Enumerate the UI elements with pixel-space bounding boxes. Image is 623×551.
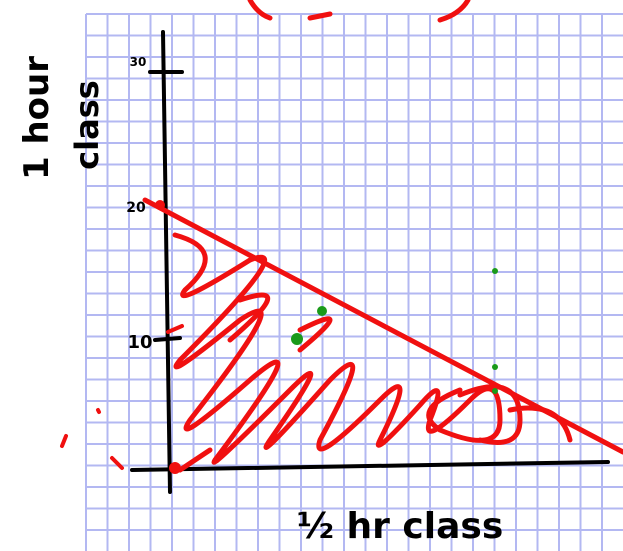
- tick-label: 20: [126, 200, 146, 216]
- origin-dot: [169, 462, 181, 474]
- red-dash: [307, 11, 333, 21]
- point: [492, 388, 498, 394]
- red-arc: [247, 0, 273, 21]
- point: [291, 333, 303, 345]
- point: [492, 268, 498, 274]
- point: [492, 364, 498, 370]
- y-axis-label: 1 hour: [17, 56, 57, 180]
- red-marks: [60, 408, 124, 470]
- y-axis-label: class: [68, 80, 106, 170]
- red-mark: [166, 324, 184, 334]
- intercept-dot: [155, 200, 165, 210]
- shading-scribble: [172, 232, 573, 473]
- point: [317, 306, 327, 316]
- tick-label: 30: [130, 55, 147, 69]
- x-axis-label: ½ hr class: [297, 506, 504, 547]
- tick-mark: [153, 336, 182, 342]
- red-arc: [437, 0, 471, 23]
- y-axis: [161, 30, 172, 494]
- x-axis: [130, 460, 610, 472]
- tick-label: 10: [127, 332, 152, 353]
- grid-paper: [85, 13, 623, 551]
